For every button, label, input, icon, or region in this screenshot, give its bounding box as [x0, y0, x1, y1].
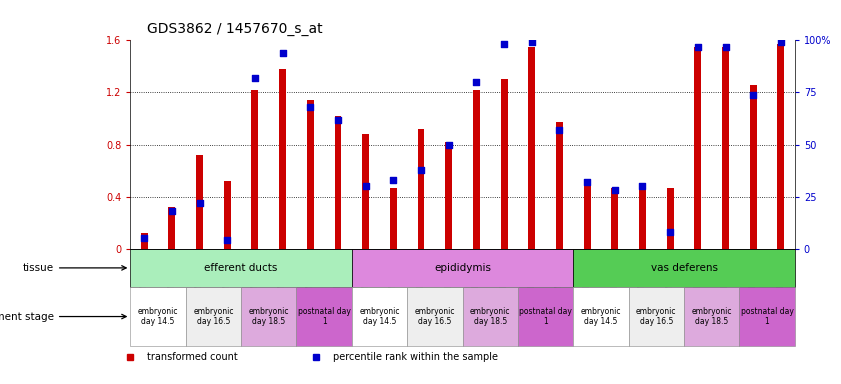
Point — [442, 141, 456, 147]
Bar — [196, 155, 203, 249]
Bar — [528, 47, 535, 249]
Point — [664, 229, 677, 235]
Text: tissue: tissue — [23, 263, 126, 273]
Text: efferent ducts: efferent ducts — [204, 263, 278, 273]
Text: transformed count: transformed count — [147, 352, 238, 362]
Text: embryonic
day 18.5: embryonic day 18.5 — [691, 307, 732, 326]
Bar — [445, 142, 452, 249]
Bar — [352, 287, 407, 346]
Text: development stage: development stage — [0, 311, 126, 321]
Text: postnatal day
1: postnatal day 1 — [741, 307, 794, 326]
Bar — [518, 287, 574, 346]
Bar — [390, 187, 397, 249]
Bar — [279, 69, 286, 249]
Bar — [407, 287, 463, 346]
Text: vas deferens: vas deferens — [650, 263, 717, 273]
Bar — [574, 249, 795, 287]
Point — [248, 75, 262, 81]
Bar — [639, 184, 646, 249]
Bar — [362, 134, 369, 249]
Point — [331, 116, 345, 122]
Bar — [335, 116, 341, 249]
Text: embryonic
day 16.5: embryonic day 16.5 — [193, 307, 234, 326]
Text: epididymis: epididymis — [434, 263, 491, 273]
Bar — [684, 287, 739, 346]
Point — [775, 39, 788, 45]
Point — [719, 43, 733, 50]
Bar — [574, 287, 628, 346]
Bar — [296, 287, 352, 346]
Point — [580, 179, 594, 185]
Point — [608, 187, 621, 194]
Bar — [307, 100, 314, 249]
Point — [387, 177, 400, 183]
Bar — [186, 287, 241, 346]
Bar — [224, 181, 230, 249]
Bar — [130, 287, 186, 346]
Bar — [418, 129, 425, 249]
Text: percentile rank within the sample: percentile rank within the sample — [333, 352, 498, 362]
Bar — [463, 287, 518, 346]
Point — [747, 91, 760, 98]
Point — [165, 208, 178, 214]
Text: embryonic
day 16.5: embryonic day 16.5 — [636, 307, 676, 326]
Bar — [584, 181, 590, 249]
Text: embryonic
day 18.5: embryonic day 18.5 — [249, 307, 289, 326]
Bar — [739, 287, 795, 346]
Bar — [611, 187, 618, 249]
Point — [415, 167, 428, 173]
Text: postnatal day
1: postnatal day 1 — [298, 307, 351, 326]
Point — [497, 41, 510, 48]
Point — [691, 43, 705, 50]
Bar — [241, 287, 296, 346]
Bar — [667, 187, 674, 249]
Text: postnatal day
1: postnatal day 1 — [519, 307, 572, 326]
Bar — [695, 47, 701, 249]
Point — [359, 183, 373, 189]
Bar — [556, 122, 563, 249]
Bar — [473, 90, 480, 249]
Bar — [352, 249, 574, 287]
Bar — [777, 44, 785, 249]
Text: embryonic
day 14.5: embryonic day 14.5 — [581, 307, 621, 326]
Bar — [140, 233, 148, 249]
Point — [525, 39, 538, 45]
Text: embryonic
day 14.5: embryonic day 14.5 — [138, 307, 178, 326]
Bar — [130, 249, 352, 287]
Point — [469, 79, 483, 85]
Text: embryonic
day 16.5: embryonic day 16.5 — [415, 307, 455, 326]
Point — [193, 200, 206, 206]
Point — [553, 127, 566, 133]
Text: GDS3862 / 1457670_s_at: GDS3862 / 1457670_s_at — [147, 23, 323, 36]
Point — [304, 104, 317, 110]
Bar — [500, 79, 507, 249]
Bar — [168, 207, 175, 249]
Point — [276, 50, 289, 56]
Bar — [251, 90, 258, 249]
Bar — [628, 287, 684, 346]
Bar — [722, 47, 729, 249]
Point — [220, 237, 234, 243]
Text: embryonic
day 18.5: embryonic day 18.5 — [470, 307, 510, 326]
Point — [137, 235, 151, 242]
Text: embryonic
day 14.5: embryonic day 14.5 — [359, 307, 399, 326]
Bar — [750, 84, 757, 249]
Point — [636, 183, 649, 189]
